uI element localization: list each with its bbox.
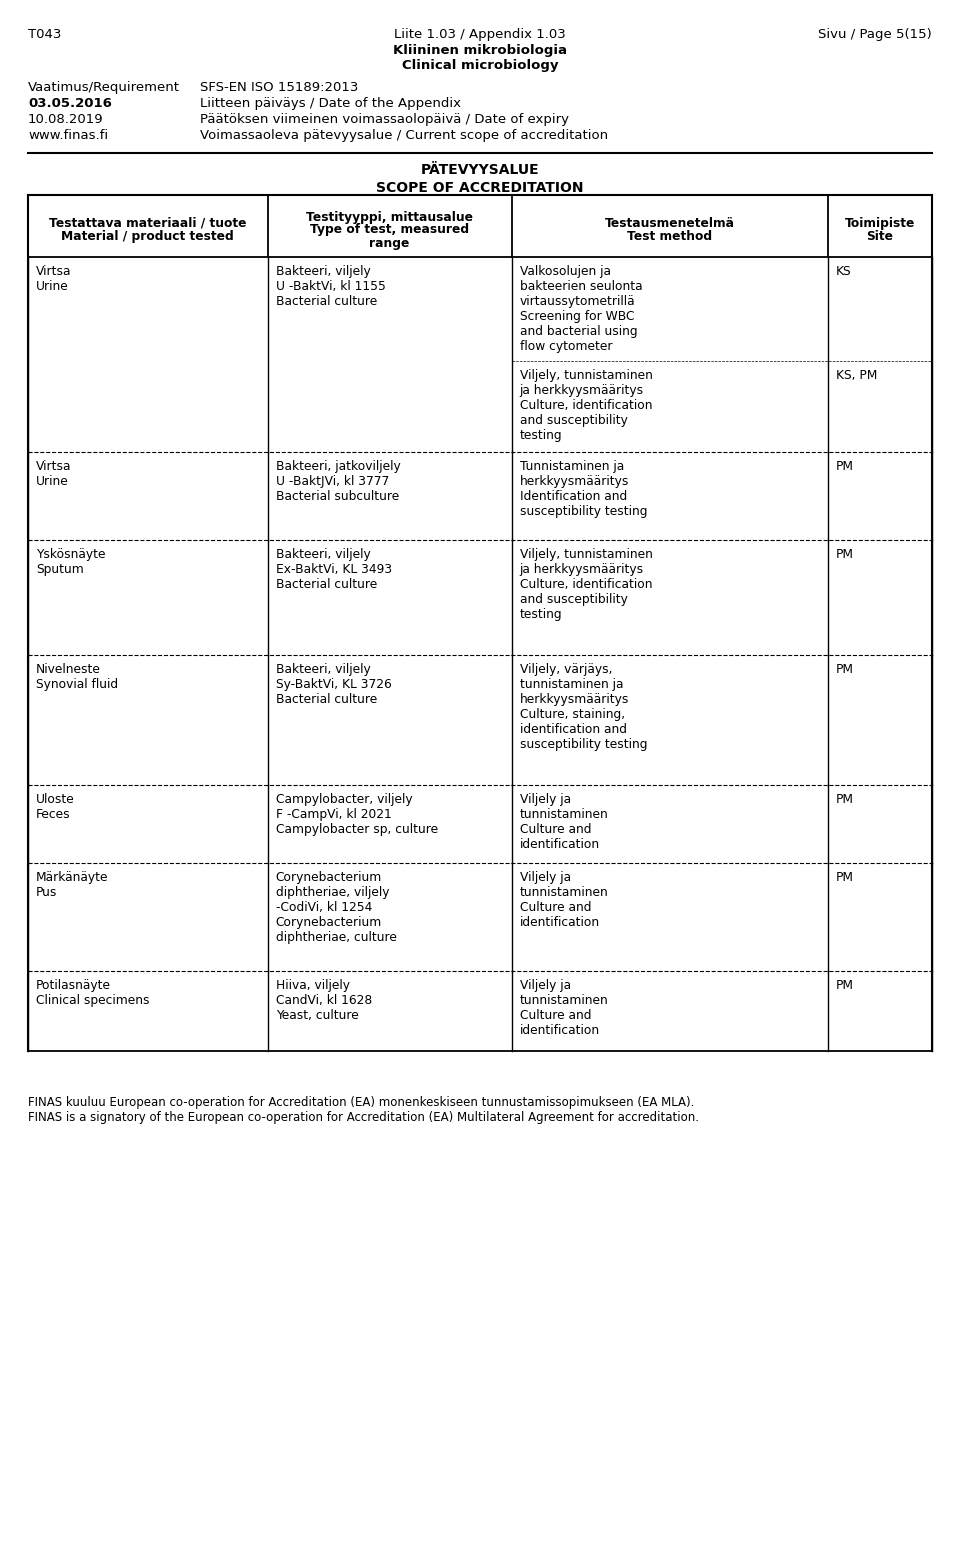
Text: Potilasnäyte
Clinical specimens: Potilasnäyte Clinical specimens <box>36 979 150 1007</box>
Text: Bakteeri, viljely
U -BaktVi, kl 1155
Bacterial culture: Bakteeri, viljely U -BaktVi, kl 1155 Bac… <box>276 266 385 308</box>
Text: Campylobacter, viljely
F -CampVi, kl 2021
Campylobacter sp, culture: Campylobacter, viljely F -CampVi, kl 202… <box>276 793 438 836</box>
Text: Type of test, measured: Type of test, measured <box>310 224 469 236</box>
Text: Kliininen mikrobiologia: Kliininen mikrobiologia <box>393 44 567 57</box>
Text: Viljely, tunnistaminen
ja herkkyysmääritys
Culture, identification
and susceptib: Viljely, tunnistaminen ja herkkyysmäärit… <box>519 549 653 622</box>
Text: Testityyppi, mittausalue: Testityyppi, mittausalue <box>306 210 473 224</box>
Text: PM: PM <box>836 793 854 807</box>
Text: Viljely, tunnistaminen
ja herkkyysmääritys
Culture, identification
and susceptib: Viljely, tunnistaminen ja herkkyysmäärit… <box>519 368 653 441</box>
Text: KS: KS <box>836 266 852 278</box>
Text: Tunnistaminen ja
herkkyysmääritys
Identification and
susceptibility testing: Tunnistaminen ja herkkyysmääritys Identi… <box>519 460 647 517</box>
Text: Sivu / Page 5(15): Sivu / Page 5(15) <box>818 28 932 40</box>
Text: PÄTEVYYSALUE: PÄTEVYYSALUE <box>420 163 540 177</box>
Text: Yskösnäyte
Sputum: Yskösnäyte Sputum <box>36 549 106 577</box>
Text: Material / product tested: Material / product tested <box>61 230 234 242</box>
Text: PM: PM <box>836 664 854 676</box>
Text: Clinical microbiology: Clinical microbiology <box>401 59 559 71</box>
Text: Site: Site <box>867 230 894 242</box>
Text: Päätöksen viimeinen voimassaolopäivä / Date of expiry: Päätöksen viimeinen voimassaolopäivä / D… <box>200 113 569 126</box>
Text: Virtsa
Urine: Virtsa Urine <box>36 460 71 488</box>
Text: Liitteen päiväys / Date of the Appendix: Liitteen päiväys / Date of the Appendix <box>200 96 461 110</box>
Text: 03.05.2016: 03.05.2016 <box>28 96 112 110</box>
Text: T043: T043 <box>28 28 61 40</box>
Text: Corynebacterium
diphtheriae, viljely
-CodiVi, kl 1254
Corynebacterium
diphtheria: Corynebacterium diphtheriae, viljely -Co… <box>276 870 396 943</box>
Text: Hiiva, viljely
CandVi, kl 1628
Yeast, culture: Hiiva, viljely CandVi, kl 1628 Yeast, cu… <box>276 979 372 1023</box>
Text: Test method: Test method <box>627 230 712 242</box>
Text: Vaatimus/Requirement: Vaatimus/Requirement <box>28 81 180 93</box>
Text: FINAS kuuluu European co-operation for Accreditation (EA) monenkeskiseen tunnust: FINAS kuuluu European co-operation for A… <box>28 1096 699 1124</box>
Text: Liite 1.03 / Appendix 1.03: Liite 1.03 / Appendix 1.03 <box>395 28 565 40</box>
Text: Viljely ja
tunnistaminen
Culture and
identification: Viljely ja tunnistaminen Culture and ide… <box>519 793 609 852</box>
Text: range: range <box>370 236 410 250</box>
Text: SCOPE OF ACCREDITATION: SCOPE OF ACCREDITATION <box>376 180 584 194</box>
Text: Uloste
Feces: Uloste Feces <box>36 793 75 821</box>
Text: Viljely ja
tunnistaminen
Culture and
identification: Viljely ja tunnistaminen Culture and ide… <box>519 979 609 1037</box>
Text: Valkosolujen ja
bakteerien seulonta
virtaussytometrillä
Screening for WBC
and ba: Valkosolujen ja bakteerien seulonta virt… <box>519 266 642 353</box>
Text: Bakteeri, viljely
Ex-BaktVi, KL 3493
Bacterial culture: Bakteeri, viljely Ex-BaktVi, KL 3493 Bac… <box>276 549 392 591</box>
Text: PM: PM <box>836 460 854 472</box>
Text: Bakteeri, jatkoviljely
U -BaktJVi, kl 3777
Bacterial subculture: Bakteeri, jatkoviljely U -BaktJVi, kl 37… <box>276 460 400 503</box>
Text: 10.08.2019: 10.08.2019 <box>28 113 104 126</box>
Text: KS, PM: KS, PM <box>836 368 877 382</box>
Text: Voimassaoleva pätevyysalue / Current scope of accreditation: Voimassaoleva pätevyysalue / Current sco… <box>200 129 608 141</box>
Text: Toimipiste: Toimipiste <box>845 218 915 230</box>
Text: Virtsa
Urine: Virtsa Urine <box>36 266 71 294</box>
Text: PM: PM <box>836 979 854 991</box>
Text: Testattava materiaali / tuote: Testattava materiaali / tuote <box>49 218 247 230</box>
Text: SFS-EN ISO 15189:2013: SFS-EN ISO 15189:2013 <box>200 81 358 93</box>
Text: Viljely ja
tunnistaminen
Culture and
identification: Viljely ja tunnistaminen Culture and ide… <box>519 870 609 929</box>
Text: PM: PM <box>836 870 854 884</box>
Text: Nivelneste
Synovial fluid: Nivelneste Synovial fluid <box>36 664 118 692</box>
Text: Märkänäyte
Pus: Märkänäyte Pus <box>36 870 108 900</box>
Text: Bakteeri, viljely
Sy-BaktVi, KL 3726
Bacterial culture: Bakteeri, viljely Sy-BaktVi, KL 3726 Bac… <box>276 664 392 706</box>
Text: www.finas.fi: www.finas.fi <box>28 129 108 141</box>
Text: PM: PM <box>836 549 854 561</box>
Text: Viljely, värjäys,
tunnistaminen ja
herkkyysmääritys
Culture, staining,
identific: Viljely, värjäys, tunnistaminen ja herkk… <box>519 664 647 751</box>
Text: Testausmenetelmä: Testausmenetelmä <box>605 218 734 230</box>
